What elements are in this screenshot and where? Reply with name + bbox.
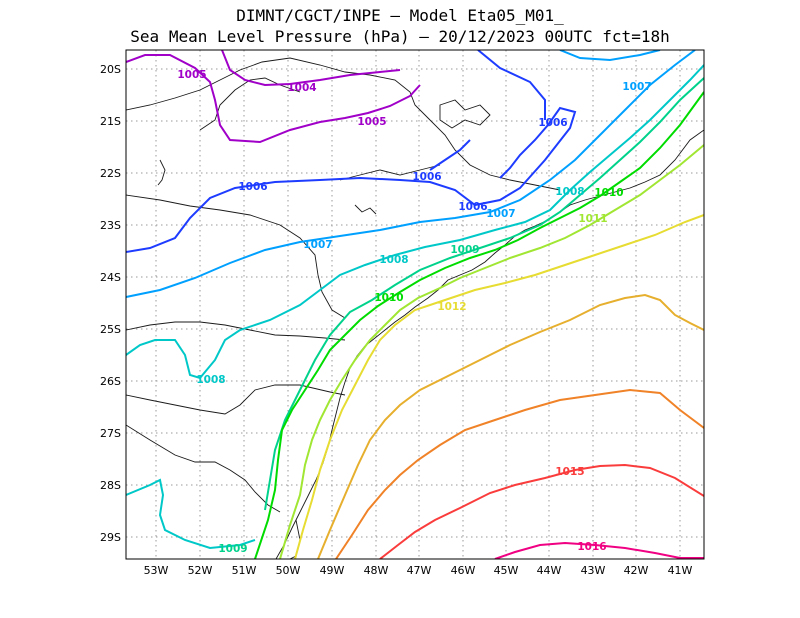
latitude-labels: 20S 21S 22S 23S 24S 25S 26S 27S 28S 29S: [100, 63, 121, 544]
isobar-1014: [335, 388, 704, 559]
isobar-label: 1005: [357, 116, 386, 128]
lat-label: 24S: [100, 271, 121, 284]
isobar-label: 1005: [177, 69, 206, 81]
isobar-1006: [126, 106, 577, 253]
isobar-1008: [126, 64, 704, 380]
isobar-label: 1010: [374, 292, 403, 304]
isobar-1007: [126, 50, 696, 298]
lat-label: 29S: [100, 531, 121, 544]
lon-label: 43W: [581, 564, 606, 577]
isobar-1008-b: [126, 478, 256, 550]
lon-label: 41W: [668, 564, 693, 577]
map-title-line-1: DIMNT/CGCT/INPE – Model Eta05_M01_: [236, 6, 564, 25]
lat-label: 20S: [100, 63, 121, 76]
state-border: [126, 194, 346, 319]
lat-label: 22S: [100, 167, 121, 180]
lat-label: 21S: [100, 115, 121, 128]
isobar-1006-b: [429, 139, 471, 171]
isobar-label: 1006: [538, 117, 567, 129]
isobar-label: 1016: [577, 541, 606, 553]
isobar-label: 1007: [486, 208, 515, 220]
isobar-label: 1008: [196, 374, 225, 386]
isobar-label: 1015: [555, 466, 584, 478]
lon-label: 50W: [276, 564, 301, 577]
lat-label: 27S: [100, 427, 121, 440]
state-border: [126, 384, 346, 415]
isobar-1015: [379, 463, 704, 559]
coastline-and-borders: [126, 57, 704, 559]
lat-label: 26S: [100, 375, 121, 388]
lon-label: 42W: [624, 564, 649, 577]
isobar-1006-c: [477, 50, 546, 120]
lake: [157, 159, 166, 186]
isobar-1016: [494, 541, 704, 559]
lat-label: 25S: [100, 323, 121, 336]
graticule: [126, 50, 704, 559]
lagoon: [289, 519, 301, 559]
lon-label: 48W: [364, 564, 389, 577]
isobar-label: 1006: [458, 201, 487, 213]
isobar-label: 1009: [218, 543, 247, 555]
isobar-label: 1009: [450, 244, 479, 256]
isobar-label: 1004: [287, 82, 316, 94]
isobar-label: 1007: [303, 239, 332, 251]
country-border: [126, 424, 281, 513]
isobar-1012: [294, 214, 704, 559]
lat-label: 23S: [100, 219, 121, 232]
isobar-label: 1008: [555, 186, 584, 198]
lon-label: 45W: [494, 564, 519, 577]
isobar-label: 1006: [412, 171, 441, 183]
lon-label: 46W: [451, 564, 476, 577]
state-border: [126, 321, 346, 341]
isobar-1010: [254, 91, 704, 559]
isobar-1007-b: [559, 50, 661, 62]
isobar-1013: [317, 293, 704, 559]
isobar-label: 1010: [594, 187, 623, 199]
isobar-label: 1012: [437, 301, 466, 313]
isobar-1005: [126, 54, 421, 144]
lon-label: 52W: [188, 564, 213, 577]
lon-label: 49W: [320, 564, 345, 577]
isobar-label: 1007: [622, 81, 651, 93]
isobar-label: 1006: [238, 181, 267, 193]
bay: [354, 204, 377, 215]
isobar-label: 1008: [379, 254, 408, 266]
isobar-1009: [264, 77, 704, 511]
lon-label: 53W: [144, 564, 169, 577]
longitude-labels: 53W 52W 51W 50W 49W 48W 47W 46W 45W 44W …: [144, 564, 693, 577]
map-frame: [125, 49, 705, 560]
lon-label: 47W: [407, 564, 432, 577]
lon-label: 44W: [537, 564, 562, 577]
isobar-labels: 1005 1004 1005 1006 1006 1006 1006 1007 …: [177, 69, 651, 555]
lon-label: 51W: [232, 564, 257, 577]
isobar-label: 1011: [578, 213, 607, 225]
isobar-1004: [221, 50, 401, 87]
river: [339, 164, 441, 181]
reservoir: [439, 99, 491, 129]
isobar-1011: [279, 144, 704, 559]
isobars: [126, 50, 704, 559]
lat-label: 28S: [100, 479, 121, 492]
map-title-line-2: Sea Mean Level Pressure (hPa) – 20/12/20…: [130, 27, 670, 46]
